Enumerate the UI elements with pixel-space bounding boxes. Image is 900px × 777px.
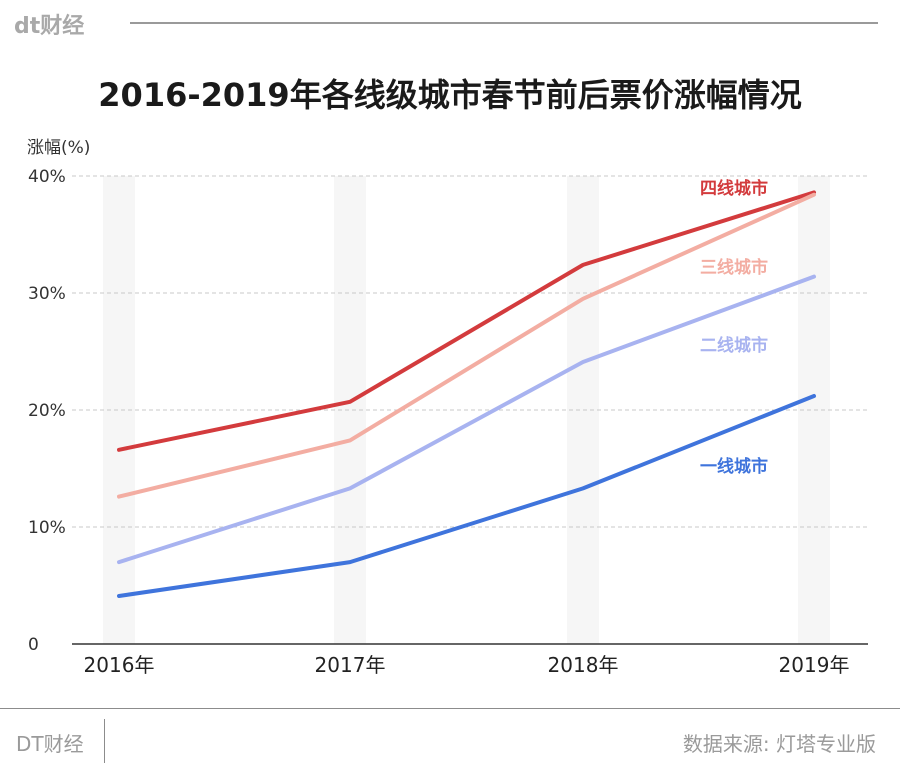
chart-title: 2016-2019年各线级城市春节前后票价涨幅情况 [98, 76, 802, 114]
y-tick-label: 20% [28, 401, 66, 421]
x-tick-label: 2017年 [315, 653, 386, 677]
brand-logo-bottom: DT财经 [16, 732, 84, 756]
series-label: 一线城市 [700, 456, 768, 477]
top-divider [130, 22, 878, 24]
y-tick-label: 10% [28, 518, 66, 538]
series-label: 四线城市 [700, 178, 768, 199]
series-line [117, 192, 816, 499]
x-tick-label: 2018年 [548, 653, 619, 677]
y-axis-label: 涨幅(%) [27, 138, 91, 158]
y-tick-label: 40% [28, 167, 66, 187]
y-tick-label: 30% [28, 284, 66, 304]
line-chart: 0 10% 20% 30% 40% 2016年 2017年 2018年 2019年 四线城市三… [28, 167, 868, 677]
y-tick-label: 0 [28, 635, 39, 655]
footer-divider [104, 719, 105, 763]
series-line [117, 394, 816, 598]
series-label: 二线城市 [700, 335, 768, 356]
x-tick-label: 2016年 [84, 653, 155, 677]
bottom-divider [0, 708, 900, 709]
series-label: 三线城市 [700, 257, 768, 278]
series-line [117, 190, 816, 452]
series-line [117, 274, 816, 565]
source-note: 数据来源: 灯塔专业版 [682, 732, 876, 756]
x-tick-label: 2019年 [779, 653, 850, 677]
brand-logo-top: dt财经 [14, 14, 85, 39]
